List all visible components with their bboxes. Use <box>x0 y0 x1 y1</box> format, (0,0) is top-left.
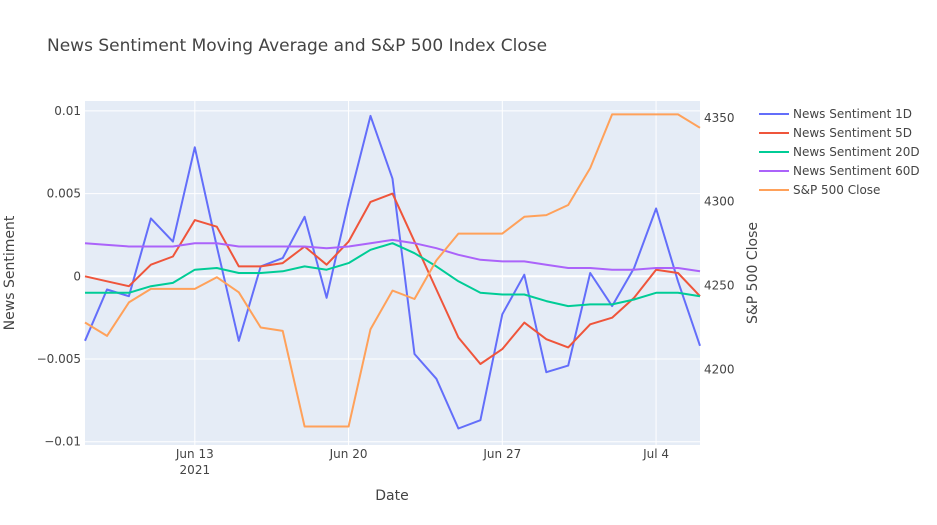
legend-label: News Sentiment 5D <box>793 126 912 140</box>
series-layer <box>84 113 701 430</box>
y-axis-ticks: 0.01 0.005 0 −0.005 −0.01 <box>37 104 81 449</box>
series-line-2 <box>85 242 701 308</box>
y-tick-label: 0.005 <box>47 187 81 201</box>
y2-tick-label: 4300 <box>704 195 735 209</box>
series-line-3 <box>84 238 701 273</box>
x-tick-label: Jun 27 <box>482 447 521 461</box>
y-axis-title: News Sentiment <box>2 215 18 330</box>
legend-label: S&P 500 Close <box>793 183 880 197</box>
x-tick-label: Jun 20 <box>329 447 368 461</box>
x-tick-label: Jul 4 <box>642 447 669 461</box>
legend: News Sentiment 1D News Sentiment 5D News S… <box>759 107 920 197</box>
series-line-4 <box>84 113 701 428</box>
x-axis-title: Date <box>375 488 408 504</box>
x-axis-ticks: Jun 13 2021 Jun 20 Jun 27 Jul 4 <box>175 447 669 477</box>
y2-axis-ticks: 4200 4250 4300 4350 <box>704 111 735 377</box>
y2-tick-label: 4250 <box>704 279 735 293</box>
y-tick-label: 0.01 <box>54 104 81 118</box>
chart-title: News Sentiment Moving Average and S&P 50… <box>47 36 547 56</box>
x-tick-sublabel: 2021 <box>180 463 211 477</box>
plot-area <box>85 101 700 445</box>
y-tick-label: −0.01 <box>44 435 81 449</box>
y-tick-label: −0.005 <box>37 352 81 366</box>
y2-tick-label: 4350 <box>704 111 735 125</box>
legend-label: News Sentiment 1D <box>793 107 912 121</box>
series-line-0 <box>84 114 701 430</box>
x-tick-label: Jun 13 <box>175 447 214 461</box>
legend-label: News Sentiment 20D <box>793 145 920 159</box>
y2-tick-label: 4200 <box>704 362 735 376</box>
y2-axis-title: S&P 500 Close <box>745 222 761 324</box>
legend-label: News Sentiment 60D <box>793 164 920 178</box>
y-tick-label: 0 <box>73 269 81 283</box>
series-line-1 <box>84 192 701 365</box>
